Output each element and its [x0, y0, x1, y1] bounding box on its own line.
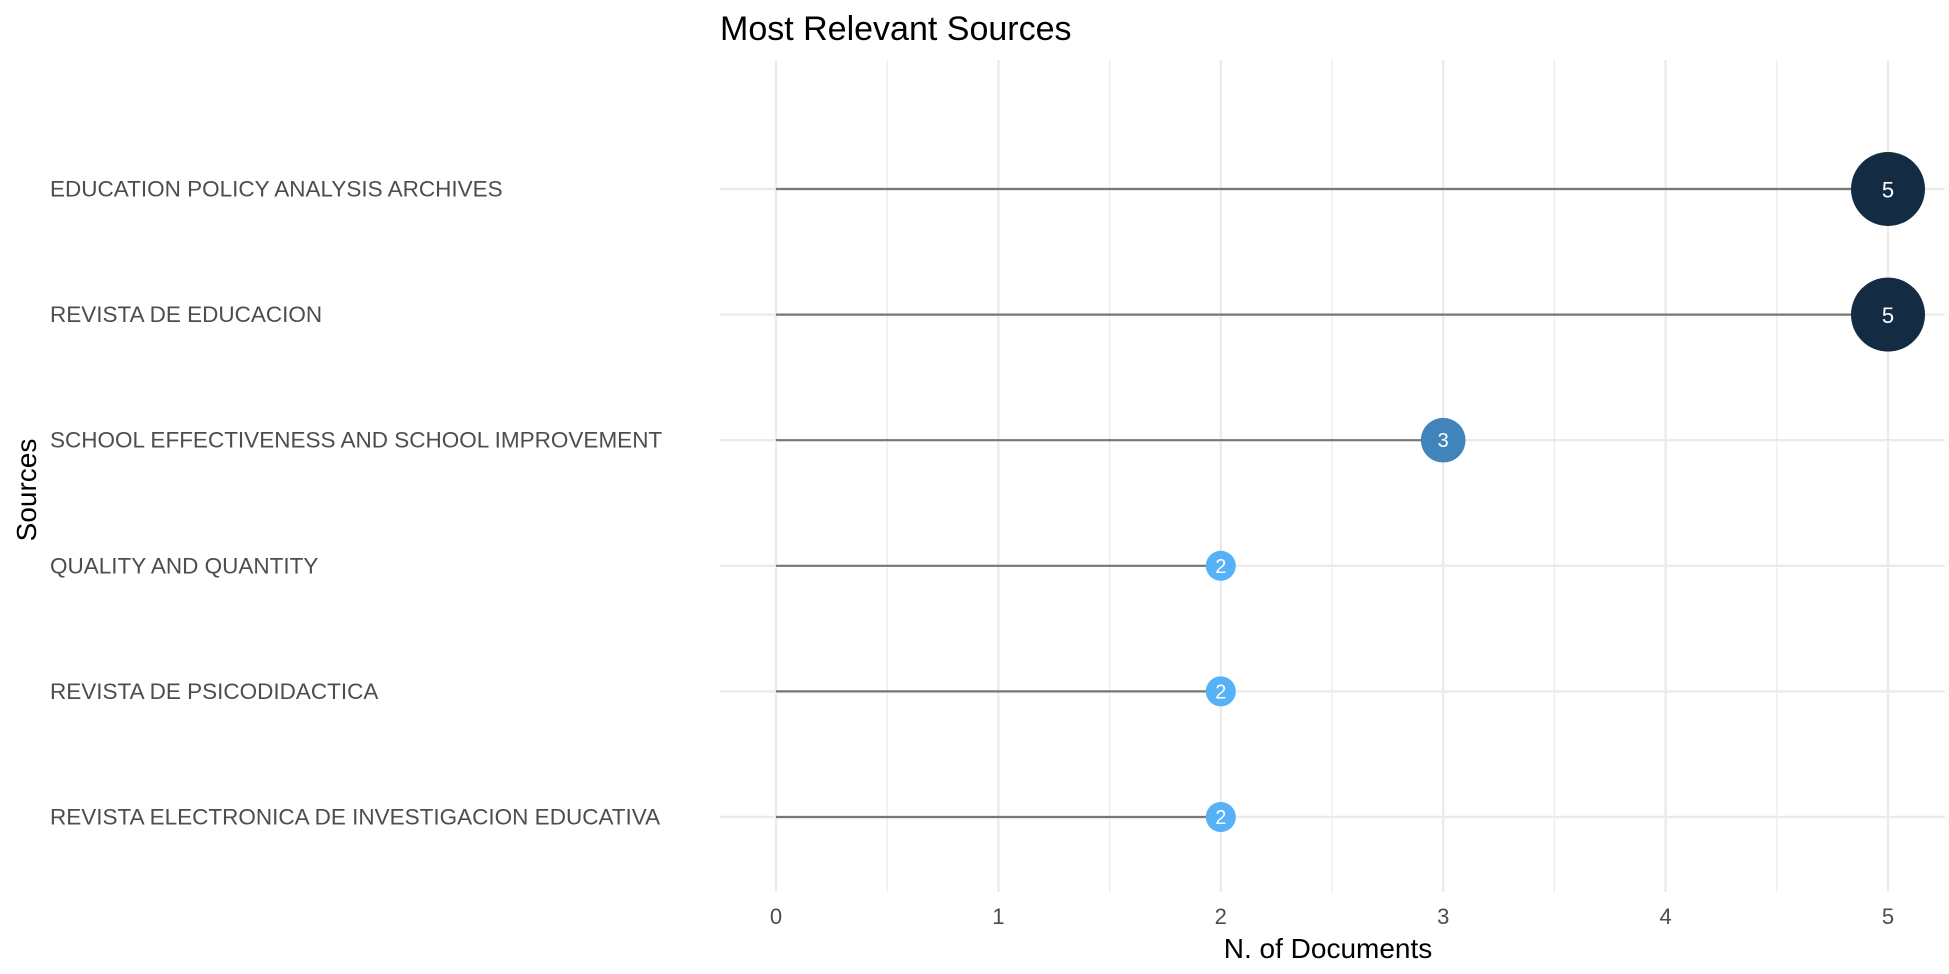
x-tick-label: 5 [1882, 904, 1894, 929]
data-point [1851, 152, 1925, 226]
stems [776, 187, 1888, 819]
y-tick-label: REVISTA DE EDUCACION [50, 302, 322, 327]
data-label: 2 [1215, 681, 1226, 703]
x-tick-label: 0 [770, 904, 782, 929]
data-label: 5 [1882, 178, 1894, 203]
data-point [1851, 277, 1925, 352]
x-tick-labels: 0 1 2 3 4 5 [770, 904, 1894, 929]
x-tick-label: 3 [1437, 904, 1449, 929]
data-point [1205, 550, 1236, 581]
y-tick-label: SCHOOL EFFECTIVENESS AND SCHOOL IMPROVEM… [50, 428, 662, 453]
y-tick-label: REVISTA DE PSICODIDACTICA [50, 679, 378, 704]
data-point [1205, 802, 1236, 832]
y-axis-title: Sources [11, 439, 42, 542]
data-point [1205, 676, 1236, 707]
data-label: 5 [1882, 303, 1894, 328]
data-point [1420, 417, 1466, 463]
data-label: 2 [1215, 556, 1226, 578]
points: 5 5 3 2 2 2 [1205, 152, 1925, 832]
chart-title: Most Relevant Sources [720, 10, 1072, 48]
data-label: 2 [1215, 807, 1226, 829]
y-tick-labels: EDUCATION POLICY ANALYSIS ARCHIVES REVIST… [50, 177, 662, 830]
x-tick-label: 2 [1215, 904, 1227, 929]
x-tick-label: 4 [1659, 904, 1671, 929]
y-tick-label: EDUCATION POLICY ANALYSIS ARCHIVES [50, 177, 503, 202]
data-label: 3 [1438, 430, 1449, 452]
grid [720, 60, 1945, 892]
y-tick-label: QUALITY AND QUANTITY [50, 553, 318, 578]
y-tick-label: REVISTA ELECTRONICA DE INVESTIGACION EDU… [50, 805, 660, 830]
x-tick-label: 1 [992, 904, 1004, 929]
x-axis-title: N. of Documents [1224, 933, 1433, 964]
